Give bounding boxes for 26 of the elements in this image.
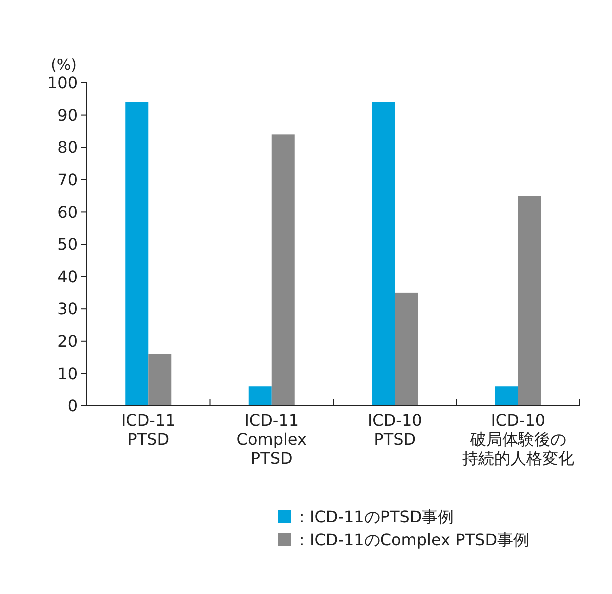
bar xyxy=(248,386,272,406)
y-tick-label: 30 xyxy=(58,300,78,319)
y-tick-label: 10 xyxy=(58,364,78,384)
bar xyxy=(126,102,149,406)
y-tick-label: 70 xyxy=(58,170,78,190)
y-tick-label: 0 xyxy=(68,396,78,416)
bar xyxy=(272,134,295,406)
x-tick-label: ICD-11 Complex PTSD xyxy=(236,411,307,468)
y-tick-label: 40 xyxy=(58,267,78,286)
y-tick-label: 60 xyxy=(58,202,78,222)
x-tick-label: ICD-10 PTSD xyxy=(368,411,422,449)
bar xyxy=(395,292,418,406)
bar xyxy=(495,386,518,406)
legend-label: ：ICD-11のPTSD事例 xyxy=(294,508,454,527)
y-axis-title: (%) xyxy=(51,56,77,74)
y-tick-label: 50 xyxy=(58,235,78,254)
legend-label: ：ICD-11のComplex PTSD事例 xyxy=(294,530,530,550)
bar xyxy=(518,196,542,406)
bar xyxy=(148,354,172,406)
y-tick-label: 80 xyxy=(58,138,78,158)
y-tick-label: 20 xyxy=(58,332,78,351)
x-tick-label: ICD-11 PTSD xyxy=(121,411,176,449)
bar xyxy=(372,102,396,406)
y-tick-label: 90 xyxy=(58,106,78,125)
y-tick-label: 100 xyxy=(47,74,78,93)
x-tick-label: ICD-10 破局体験後の持続的人格変化 xyxy=(462,411,574,468)
